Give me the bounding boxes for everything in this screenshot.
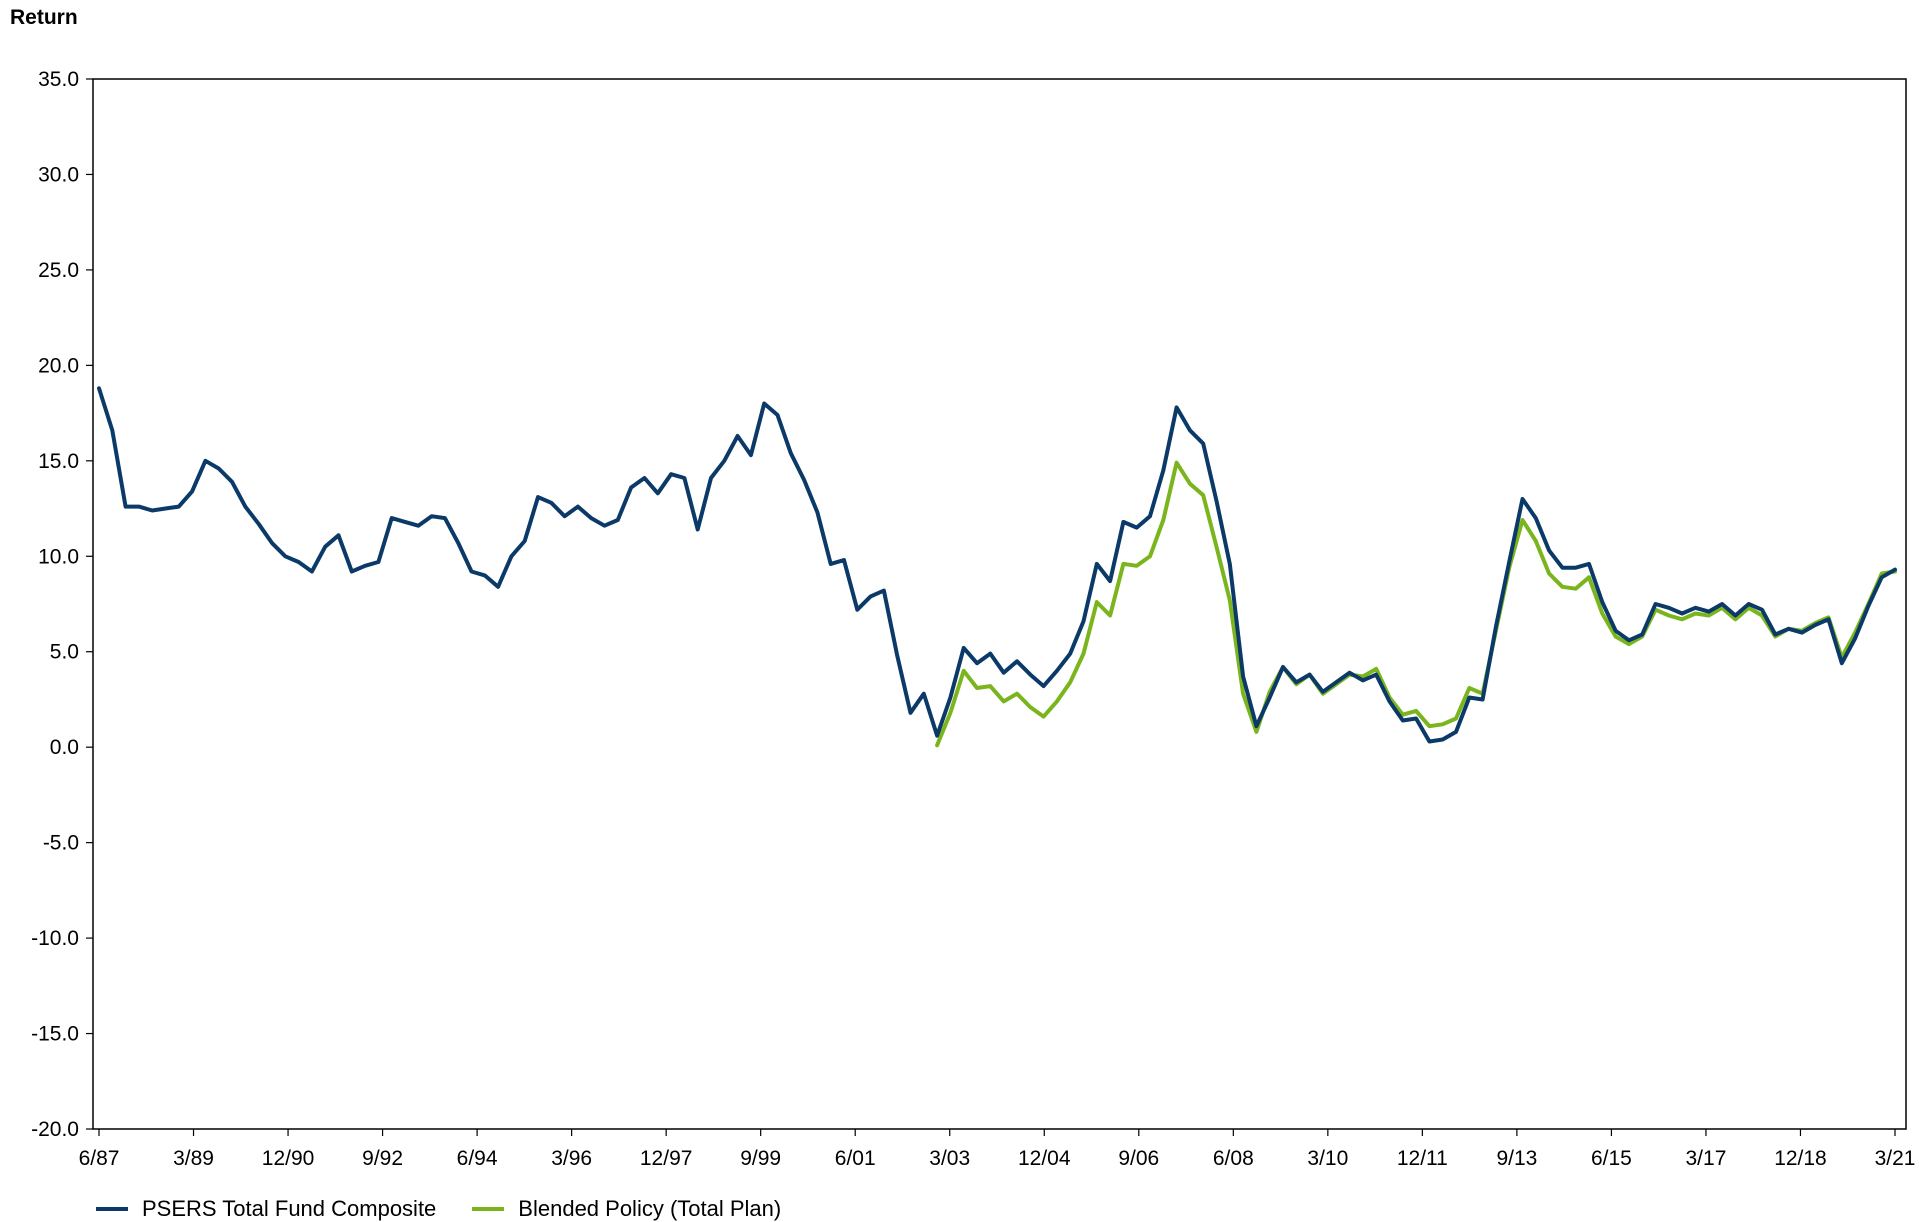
legend-item-psers: PSERS Total Fund Composite xyxy=(96,1196,436,1222)
x-tick-label: 12/04 xyxy=(1018,1147,1071,1170)
legend-swatch-blended xyxy=(472,1207,505,1211)
y-tick-label: 15.0 xyxy=(38,450,79,473)
y-tick-label: -5.0 xyxy=(43,832,79,855)
x-tick-label: 3/21 xyxy=(1875,1147,1916,1170)
y-tick-label: -20.0 xyxy=(31,1118,79,1141)
y-tick-label: 35.0 xyxy=(38,68,79,91)
x-tick-label: 6/94 xyxy=(457,1147,498,1170)
x-tick-label: 9/13 xyxy=(1496,1147,1537,1170)
legend: PSERS Total Fund Composite Blended Polic… xyxy=(96,1196,817,1222)
x-tick-label: 9/06 xyxy=(1118,1147,1159,1170)
y-tick-label: 5.0 xyxy=(50,641,79,664)
legend-label-psers: PSERS Total Fund Composite xyxy=(142,1196,437,1221)
y-tick-label: 20.0 xyxy=(38,354,79,377)
x-tick-label: 12/11 xyxy=(1397,1147,1448,1170)
y-tick-label: -15.0 xyxy=(31,1023,79,1046)
x-tick-label: 3/10 xyxy=(1307,1147,1348,1170)
x-tick-label: 3/89 xyxy=(173,1147,214,1170)
plot-frame xyxy=(92,78,1907,1130)
x-tick-label: 6/01 xyxy=(835,1147,876,1170)
x-tick-label: 12/97 xyxy=(640,1147,693,1170)
x-tick-label: 12/18 xyxy=(1774,1147,1827,1170)
legend-label-blended: Blended Policy (Total Plan) xyxy=(518,1196,782,1221)
legend-swatch-psers xyxy=(96,1207,128,1211)
y-tick-label: 10.0 xyxy=(38,545,79,568)
x-tick-label: 6/08 xyxy=(1213,1147,1254,1170)
y-tick-label: 25.0 xyxy=(38,259,79,282)
legend-item-blended: Blended Policy (Total Plan) xyxy=(472,1196,781,1222)
x-tick-label: 3/17 xyxy=(1686,1147,1727,1170)
x-tick-label: 6/15 xyxy=(1591,1147,1632,1170)
y-tick-label: 0.0 xyxy=(50,736,79,759)
y-tick-label: 30.0 xyxy=(38,163,79,186)
series-line-psers xyxy=(97,386,1897,744)
y-tick-label: -10.0 xyxy=(31,927,79,950)
x-tick-label: 9/92 xyxy=(362,1147,403,1170)
series-line-blended xyxy=(935,460,1897,748)
x-tick-label: 9/99 xyxy=(740,1147,781,1170)
y-axis-title: Return xyxy=(10,6,78,29)
x-tick-label: 12/90 xyxy=(262,1147,315,1170)
x-tick-label: 3/03 xyxy=(929,1147,970,1170)
x-tick-label: 6/87 xyxy=(79,1147,120,1170)
x-tick-label: 3/96 xyxy=(551,1147,592,1170)
